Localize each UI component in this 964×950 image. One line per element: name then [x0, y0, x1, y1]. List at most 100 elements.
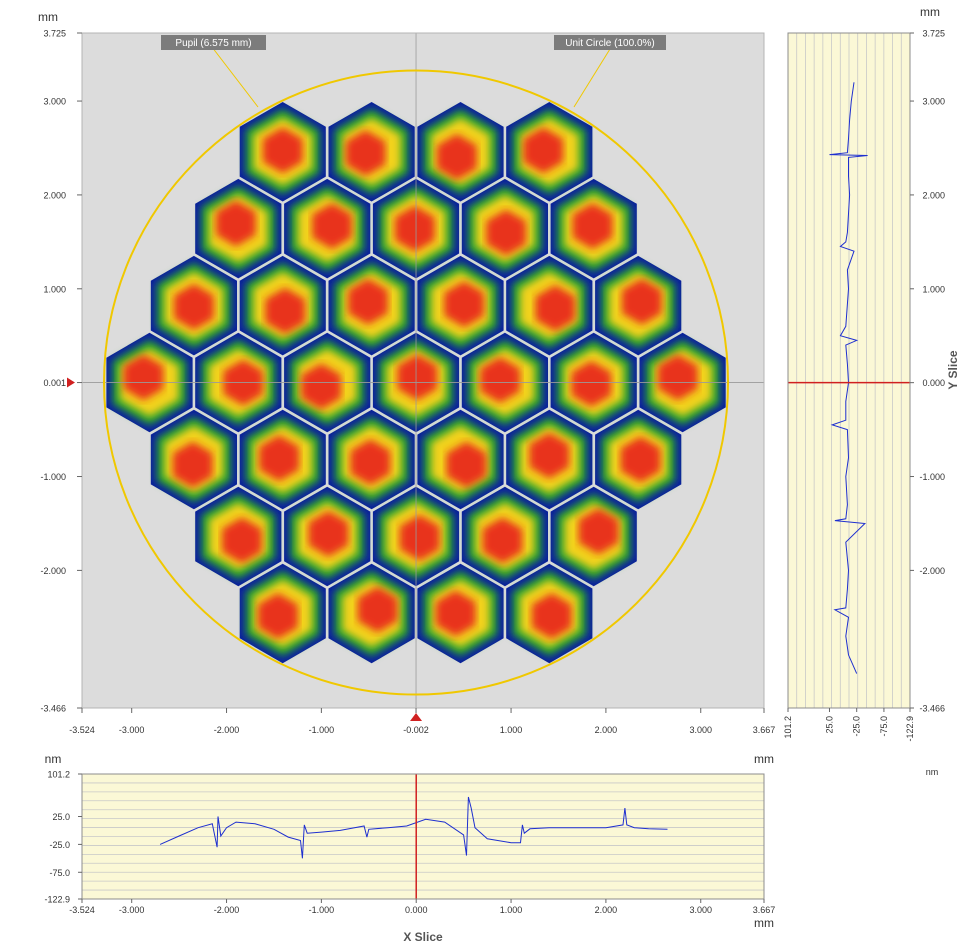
y-slice-series [829, 82, 868, 674]
x-tick-label: -3.524 [69, 725, 95, 735]
x-slice-y-tick-label: -122.9 [44, 895, 70, 905]
y-slice-x-tick-label: 101.2 [783, 716, 793, 739]
y-slice-tick-label: -3.466 [919, 704, 945, 714]
hex-segment [506, 409, 593, 510]
y-slice-lines [788, 82, 910, 674]
segment-high-zone [222, 517, 262, 564]
hex-segment [550, 178, 637, 279]
hex-segment [417, 563, 504, 664]
hex-segment [506, 255, 593, 356]
y-slice-title: Y Slice [946, 350, 960, 389]
x-tick-label: 3.000 [689, 725, 712, 735]
x-slice-tick-label: -2.000 [214, 905, 240, 915]
segment-high-zone [265, 287, 305, 334]
x-slice-x-unit-top: mm [754, 752, 774, 766]
hex-segment [239, 255, 326, 356]
segment-high-zone [259, 435, 299, 482]
hex-segment [195, 486, 282, 587]
segment-high-zone [123, 354, 164, 401]
segment-high-zone [529, 432, 570, 479]
segment-high-zone [446, 441, 487, 488]
map-frame [81, 32, 765, 709]
y-slice-plot: 3.725 3.000 2.000 1.000 0.000 -1.000 -2.000 -3.… [783, 5, 960, 777]
segment-high-zone [174, 284, 214, 330]
segment-high-zone [312, 203, 352, 249]
x-slice-x-unit: mm [754, 916, 774, 930]
segment-high-zone [572, 203, 613, 249]
hex-segment [284, 486, 371, 587]
segment-high-zone [535, 285, 576, 332]
hex-segment [461, 486, 548, 587]
segment-high-zone [348, 278, 388, 325]
y-slice-tick-label: -1.000 [919, 472, 945, 482]
segment-high-zone [216, 200, 256, 247]
segment-high-zone [621, 278, 662, 325]
segment-high-zone [620, 436, 661, 483]
x-slice-plot: -3.524 -3.000 -2.000 -1.000 0.000 1.000 2.000 3… [44, 752, 775, 944]
segment-high-zone [350, 439, 391, 485]
y-cursor-marker [67, 377, 75, 388]
x-cursor-marker [410, 713, 423, 721]
hex-segment [150, 255, 237, 356]
x-slice-tick-label: 1.000 [500, 905, 523, 915]
hex-segment [417, 255, 504, 356]
y-slice-x-unit: nm [926, 767, 939, 777]
unit-circle-label-leader [573, 48, 611, 108]
hex-segment [328, 409, 415, 510]
x-slice-title: X Slice [403, 930, 443, 944]
y-slice-tick-label: 1.000 [922, 284, 945, 294]
y-unit-label: mm [38, 10, 58, 24]
x-slice-tick-label: -1.000 [309, 905, 335, 915]
hex-segment [595, 409, 682, 510]
map-crosshair [82, 33, 764, 708]
segment-high-zone [308, 511, 349, 557]
x-slice-y-tick-label: 101.2 [47, 770, 70, 780]
y-slice-x-tick-label: -75.0 [879, 716, 889, 737]
y-tick-label: 1.000 [43, 284, 66, 294]
hex-segment [461, 178, 548, 279]
segment-high-zone [357, 586, 398, 633]
segment-high-zone [435, 590, 476, 637]
x-slice-axes: -3.524 -3.000 -2.000 -1.000 0.000 1.000 2.000 3… [44, 752, 775, 944]
unit-circle-label-box [554, 35, 666, 50]
x-slice-tick-label: -3.524 [69, 905, 95, 915]
segment-high-zone [482, 517, 523, 564]
hex-segment [239, 563, 326, 664]
segment-high-zone [258, 593, 298, 639]
x-tick-label: -0.002 [403, 725, 429, 735]
hex-segment [417, 409, 504, 510]
x-tick-label: 2.000 [595, 725, 618, 735]
y-tick-label: 0.001 [43, 378, 66, 388]
y-slice-x-tick-label: -25.0 [852, 716, 862, 737]
x-slice-y-unit: nm [45, 752, 62, 766]
x-tick-label: -2.000 [214, 725, 240, 735]
pupil-label: Pupil (6.575 mm) [175, 38, 251, 49]
segment-high-zone [172, 441, 213, 488]
y-tick-label: 3.725 [43, 29, 66, 39]
unit-circle [103, 69, 730, 696]
segment-high-zone [531, 593, 572, 639]
segment-high-zone [486, 209, 526, 256]
y-slice-tick-label: -2.000 [919, 566, 945, 576]
x-slice-tick-label: -3.000 [119, 905, 145, 915]
y-slice-x-tick-label: 25.0 [824, 716, 834, 734]
hex-segment [595, 255, 682, 356]
y-tick-label: -2.000 [40, 566, 66, 576]
segment-high-zone [301, 363, 341, 410]
map-callouts: Pupil (6.575 mm) Unit Circle (100.0%) [161, 35, 666, 108]
x-slice-y-tick-label: -75.0 [49, 868, 70, 878]
x-slice-y-tick-label: -25.0 [49, 840, 70, 850]
segment-high-zone [395, 205, 435, 252]
y-tick-label: -3.466 [40, 704, 66, 714]
y-slice-tick-label: 2.000 [922, 190, 945, 200]
x-tick-label: -1.000 [309, 725, 335, 735]
hex-segment [239, 102, 326, 202]
unit-circle-label: Unit Circle (100.0%) [565, 38, 654, 49]
y-tick-label: 3.000 [43, 97, 66, 107]
x-tick-label: 1.000 [500, 725, 523, 735]
hex-segment [284, 178, 371, 279]
hex-segment [506, 563, 593, 664]
y-slice-y-unit: mm [920, 5, 940, 19]
